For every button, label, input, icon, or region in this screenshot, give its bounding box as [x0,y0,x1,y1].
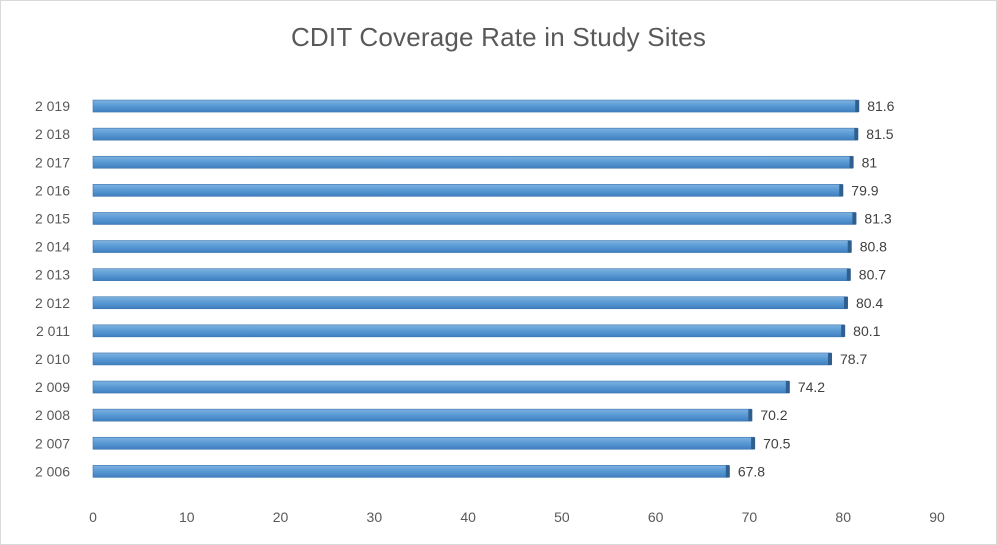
bars-group [92,99,860,478]
data-label: 78.7 [840,351,867,367]
data-label: 80.1 [853,323,880,339]
category-label: 2 017 [35,154,70,170]
category-label: 2 018 [35,126,70,142]
category-label: 2 019 [35,98,70,114]
bar-end-cap [846,268,851,281]
chart-title: CDIT Coverage Rate in Study Sites [290,22,707,52]
category-label: 2 016 [35,182,70,198]
x-tick-label: 30 [367,509,383,525]
bar-end-cap [852,212,857,225]
bar-end-cap [849,156,854,169]
category-label: 2 013 [35,267,70,283]
data-label: 70.5 [763,435,790,451]
x-tick-label: 70 [742,509,758,525]
category-label: 2 008 [35,407,70,423]
bar-end-cap [841,324,846,337]
x-tick-label: 20 [273,509,289,525]
x-tick-label: 80 [835,509,851,525]
category-labels: 2 006 2 007 2 008 2 009 2 010 2 011 2 012 2 013… [35,98,70,479]
category-label: 2 010 [35,351,70,367]
bar-end-cap [751,437,756,450]
bar [92,324,845,338]
bar [92,436,755,450]
bar [92,127,858,141]
bar [92,155,853,169]
bar [92,296,848,310]
category-label: 2 011 [36,323,70,339]
data-label: 80.8 [860,239,887,255]
category-label: 2 014 [35,239,70,255]
data-label: 80.7 [859,267,886,283]
bar [92,240,852,253]
x-tick-label: 50 [554,509,570,525]
bar [92,212,856,225]
bar [92,184,843,197]
bar-end-cap [748,409,753,422]
bar [92,352,832,366]
category-label: 2 015 [35,210,70,226]
x-tick-label: 0 [89,509,97,525]
x-tick-label: 60 [648,509,664,525]
data-label: 80.4 [856,295,883,311]
x-tick-label: 10 [179,509,195,525]
data-label: 81.6 [867,98,894,114]
bar [92,380,790,394]
bar-end-cap [847,240,852,253]
data-label: 79.9 [851,182,878,198]
data-label: 81 [862,154,878,170]
bar-end-cap [855,100,860,113]
data-label: 81.3 [864,210,891,226]
bar-end-cap [828,352,833,365]
bar [92,268,851,281]
bar-end-cap [839,184,844,197]
data-label: 70.2 [760,407,787,423]
bar [92,408,752,422]
bar-end-cap [725,465,730,478]
bar-end-cap [854,128,859,141]
x-tick-labels: 0 10 20 30 40 50 60 70 80 90 [89,509,945,525]
data-label: 74.2 [798,379,825,395]
data-labels: 67.8 70.5 70.2 74.2 78.7 80.1 80.4 80.7 80.8 81.3… [738,98,895,479]
x-tick-label: 40 [460,509,476,525]
category-label: 2 006 [35,463,70,479]
x-tick-label: 90 [929,509,945,525]
bar [92,465,730,478]
bar [92,99,859,113]
category-label: 2 012 [35,295,70,311]
bar-end-cap [785,381,790,394]
category-label: 2 009 [35,379,70,395]
data-label: 81.5 [866,126,893,142]
category-label: 2 007 [35,435,70,451]
data-label: 67.8 [738,463,765,479]
bar-end-cap [843,296,848,309]
